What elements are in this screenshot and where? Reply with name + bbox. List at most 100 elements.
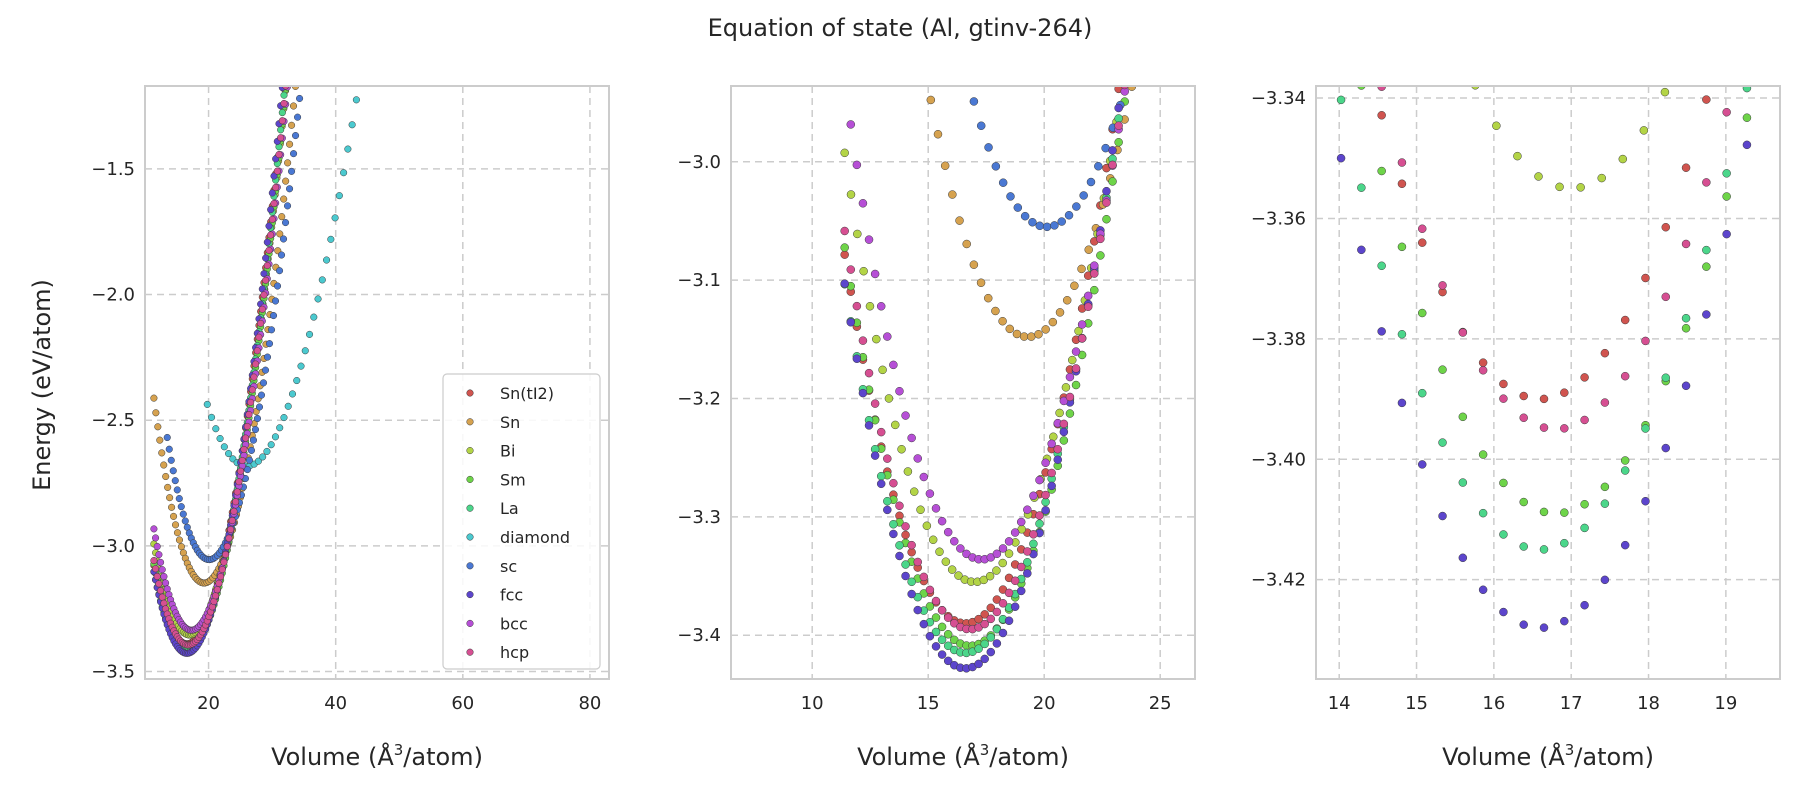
- data-point: [1023, 557, 1032, 567]
- panel-2: 10 15 20 25 −3.4 −3.3 −3.2 −3.1 −3.0 Volume (Å3/a…: [677, 85, 1196, 771]
- data-point: [271, 433, 280, 441]
- data-point: [846, 265, 856, 274]
- data-point: [297, 362, 305, 370]
- data-point: [1016, 562, 1026, 572]
- data-point: [1057, 217, 1066, 226]
- data-point: [270, 172, 278, 180]
- data-point: [895, 551, 904, 561]
- series-hcp: [1377, 86, 1731, 433]
- data-point: [1055, 408, 1064, 418]
- data-point: [1641, 336, 1650, 346]
- data-point: [852, 301, 862, 311]
- data-point: [281, 219, 290, 227]
- data-point: [277, 134, 285, 142]
- data-point: [916, 505, 925, 514]
- data-point: [203, 400, 211, 408]
- data-point: [889, 520, 898, 529]
- data-point: [852, 354, 862, 363]
- x-tick-label: 60: [451, 693, 474, 714]
- series-La: [1336, 86, 1752, 554]
- data-point: [1114, 114, 1123, 123]
- data-point: [1029, 491, 1038, 500]
- data-point: [1458, 478, 1468, 487]
- data-point: [1499, 379, 1508, 389]
- data-point: [903, 467, 913, 476]
- data-point: [1478, 366, 1488, 375]
- data-point: [901, 560, 910, 569]
- data-point: [1560, 388, 1569, 397]
- data-point: [1600, 348, 1610, 358]
- data-point: [1065, 409, 1075, 418]
- data-point: [950, 536, 959, 546]
- data-point: [240, 445, 248, 453]
- data-point: [1478, 358, 1488, 367]
- legend-marker: [466, 418, 474, 426]
- data-point: [883, 496, 892, 506]
- data-point: [1064, 211, 1074, 220]
- data-point: [925, 585, 935, 595]
- axes-frame: [1315, 85, 1781, 680]
- legend-label: fcc: [500, 586, 523, 605]
- data-point: [268, 215, 276, 223]
- data-point: [1096, 251, 1105, 260]
- data-point: [858, 388, 868, 398]
- data-point: [1519, 391, 1528, 401]
- x-axis-label: Volume (Å3/atom): [857, 741, 1069, 771]
- data-point: [1681, 381, 1691, 391]
- data-point: [991, 306, 1000, 316]
- data-point: [943, 630, 953, 639]
- data-point: [1041, 458, 1050, 468]
- data-point: [173, 486, 181, 494]
- data-point: [840, 243, 849, 252]
- data-point: [227, 525, 235, 534]
- data-point: [1620, 315, 1630, 325]
- x-tick-label: 18: [1637, 693, 1660, 714]
- y-tick-label: −3.34: [1251, 88, 1306, 109]
- series-Sn(tI2): [1377, 95, 1711, 404]
- data-point: [273, 167, 281, 175]
- data-point: [913, 605, 922, 615]
- data-point: [265, 222, 273, 230]
- y-tick-label: −3.42: [1251, 570, 1306, 591]
- data-point: [872, 334, 881, 344]
- data-point: [840, 148, 849, 158]
- data-point: [1519, 542, 1528, 551]
- data-point: [1702, 178, 1711, 187]
- y-tick-label: −3.0: [91, 536, 135, 557]
- data-point: [1641, 496, 1650, 506]
- legend-marker: [466, 389, 474, 397]
- data-point: [1519, 620, 1528, 629]
- data-point: [157, 587, 165, 595]
- data-point: [907, 577, 916, 587]
- data-point: [1012, 329, 1022, 339]
- data-point: [1077, 320, 1087, 329]
- data-point: [1062, 296, 1072, 305]
- data-point: [348, 121, 356, 129]
- data-point: [983, 293, 993, 303]
- data-point: [155, 551, 163, 559]
- series-bcc: [843, 86, 1129, 564]
- data-point: [272, 183, 280, 191]
- data-point: [265, 246, 273, 254]
- data-point: [846, 190, 856, 199]
- data-point: [267, 441, 275, 449]
- data-point: [986, 647, 996, 657]
- data-point: [1600, 482, 1610, 492]
- data-point: [212, 592, 220, 600]
- data-point: [864, 421, 874, 430]
- data-point: [931, 596, 941, 606]
- data-point: [216, 434, 224, 443]
- data-point: [998, 178, 1008, 187]
- data-point: [984, 143, 993, 152]
- data-point: [1120, 86, 1129, 90]
- data-point: [262, 254, 270, 262]
- data-point: [889, 529, 898, 539]
- panel-3: 14 15 16 17 18 19 −3.42 −3.40 −3.38 −3.36 −3.34 Vol…: [1251, 85, 1781, 771]
- data-point: [1661, 222, 1671, 232]
- data-point: [245, 456, 253, 464]
- data-point: [1661, 292, 1671, 302]
- data-point: [895, 386, 904, 396]
- data-point: [980, 619, 989, 629]
- data-point: [177, 543, 185, 551]
- data-point: [1047, 468, 1056, 478]
